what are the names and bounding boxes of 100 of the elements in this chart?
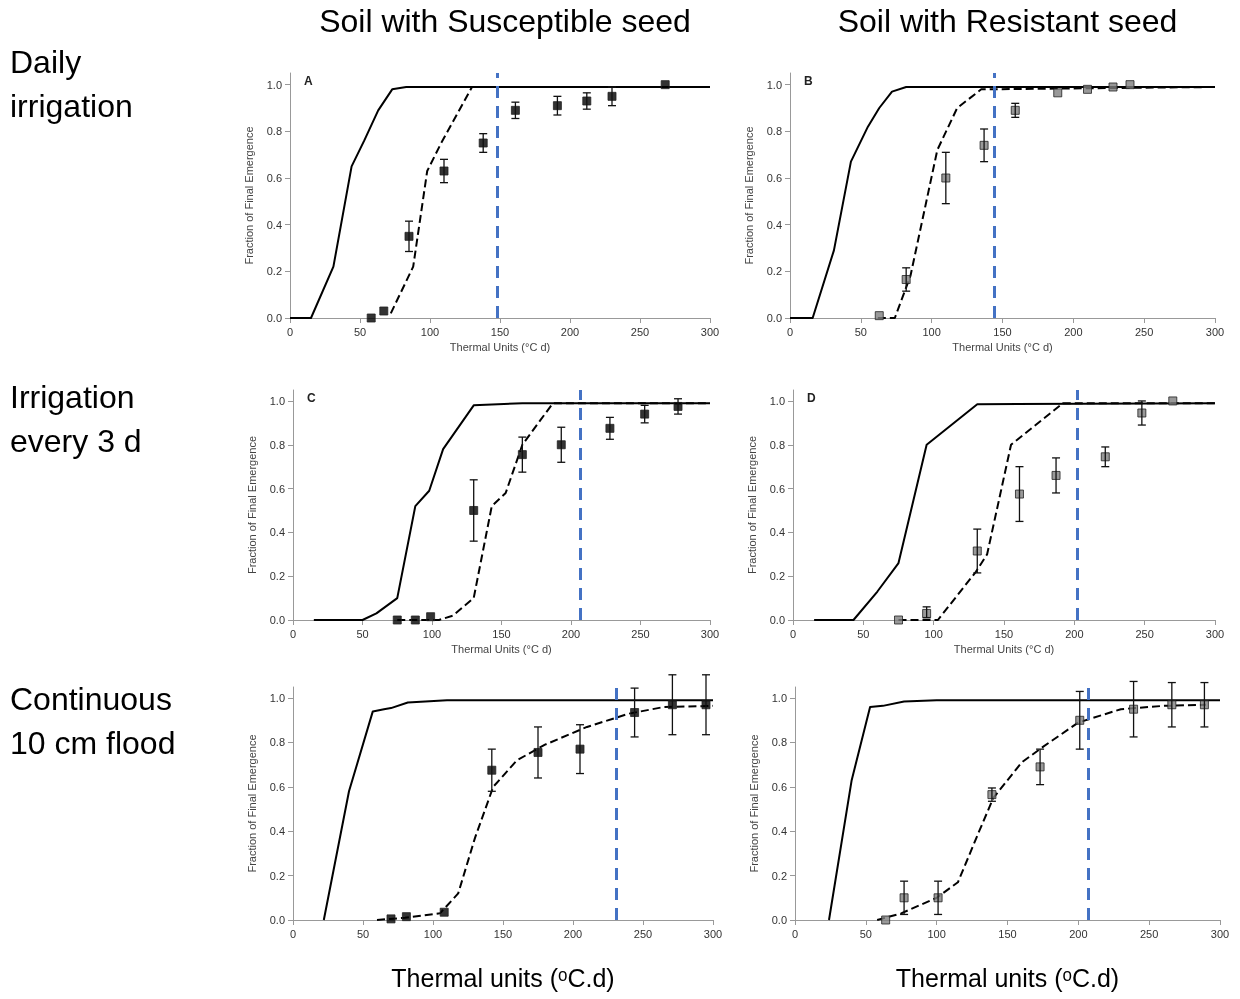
chart-subtitle: A	[304, 74, 313, 88]
chart-title: Soil with Susceptible seed	[319, 3, 691, 39]
chart-title: Soil with Resistant seed	[837, 3, 1178, 39]
y-tick-label: 0.4	[266, 218, 282, 231]
y-axis-title: Fraction of Final Emergence	[245, 435, 258, 575]
x-tick-label: 100	[422, 627, 442, 640]
line-series	[828, 699, 1221, 921]
x-tick-label: 50	[356, 627, 369, 640]
x-tick-label: 150	[493, 927, 513, 940]
x-tick-label: 300	[700, 627, 720, 640]
x-tick-label: 0	[791, 927, 799, 940]
y-tick-label: 1.0	[771, 692, 787, 705]
y-tick-label: 0.2	[769, 570, 785, 583]
point	[386, 914, 396, 924]
x-tick-label: 50	[356, 927, 370, 940]
x-tick-label: 100	[423, 927, 443, 940]
y-tick-label: 0.6	[269, 482, 285, 495]
point	[401, 912, 411, 922]
y-tick-label: 0.8	[766, 125, 782, 138]
text: Daily irrigation	[10, 44, 133, 124]
y-tick-label: 0.8	[769, 438, 785, 451]
point	[881, 915, 891, 925]
y-tick-label: 0.4	[769, 526, 785, 539]
point	[660, 80, 670, 90]
x-tick-label: 150	[490, 325, 510, 338]
point	[379, 306, 389, 316]
y-tick-label: 0.4	[766, 218, 782, 231]
x-tick-label: 300	[1205, 325, 1225, 338]
x-tick-label: 0	[289, 927, 297, 940]
y-tick-label: 0.2	[269, 869, 285, 882]
x-axis-title: Thermal Units (°C d)	[952, 341, 1053, 354]
x-tick-label: 200	[1069, 927, 1088, 940]
point	[1053, 88, 1063, 98]
text: Irrigation every 3 d	[10, 379, 144, 459]
point	[392, 615, 402, 625]
point	[1168, 396, 1178, 406]
y-tick-label: 0.8	[269, 438, 285, 451]
y-tick-label: 0.0	[771, 914, 787, 926]
point	[894, 615, 903, 625]
y-axis-title: Fraction of Final Emergence	[745, 435, 758, 575]
x-tick-label: 150	[998, 927, 1017, 940]
x-tick-label: 0	[789, 627, 797, 640]
x-tick-label: 150	[492, 627, 511, 640]
x-tick-label: 50	[859, 927, 872, 940]
x-tick-label: 100	[420, 325, 440, 338]
x-tick-label: 250	[1134, 325, 1154, 338]
y-tick-label: 1.0	[769, 394, 785, 407]
y-tick-label: 0.0	[269, 614, 285, 626]
point	[426, 612, 436, 622]
x-tick-label: 0	[289, 627, 297, 640]
y-axis-title: Fraction of Final Emergence	[245, 734, 258, 873]
y-axis-title: Fraction of Final Emergence	[747, 734, 760, 873]
y-tick-label: 0.6	[771, 780, 787, 793]
x-axis-title: Thermal units (ᵒC.d)	[391, 963, 615, 992]
y-tick-label: 0.0	[266, 312, 282, 324]
y-tick-label: 0.2	[269, 570, 285, 583]
x-tick-label: 300	[703, 927, 723, 940]
x-tick-label: 0	[786, 325, 794, 338]
x-tick-label: 250	[633, 927, 653, 940]
y-tick-label: 0.6	[266, 172, 282, 184]
x-tick-label: 300	[1205, 627, 1225, 640]
point	[1108, 82, 1118, 92]
x-tick-label: 300	[1210, 927, 1230, 940]
x-tick-label: 100	[922, 325, 941, 338]
point	[410, 615, 420, 625]
chart-subtitle: B	[804, 74, 813, 88]
point	[874, 311, 884, 321]
y-tick-label: 0.2	[766, 265, 782, 278]
y-axis-title: Fraction of Final Emergence	[742, 126, 755, 265]
x-axis-title: Thermal Units (°C d)	[451, 643, 552, 656]
y-tick-label: 0.8	[771, 736, 787, 749]
x-tick-label: 150	[994, 627, 1014, 640]
x-axis-title: Thermal Units (°C d)	[449, 341, 551, 354]
x-tick-label: 200	[563, 927, 583, 940]
y-tick-label: 1.0	[269, 692, 285, 705]
x-tick-label: 50	[854, 325, 867, 338]
y-tick-label: 0.0	[269, 914, 285, 926]
y-tick-label: 0.4	[771, 825, 787, 838]
x-tick-label: 100	[927, 927, 946, 940]
y-tick-label: 0.8	[269, 736, 285, 749]
x-axis-title: Thermal Units (°C d)	[953, 643, 1055, 656]
line-series	[322, 699, 714, 921]
x-tick-label: 250	[631, 627, 650, 640]
y-tick-label: 0.4	[269, 526, 285, 539]
y-tick-label: 0.6	[769, 482, 785, 495]
x-tick-label: 250	[1139, 927, 1159, 940]
text: Continuous 10 cm flood	[10, 681, 181, 761]
x-tick-label: 200	[561, 627, 581, 640]
x-tick-label: 150	[993, 325, 1012, 338]
x-tick-label: 50	[353, 325, 367, 338]
x-tick-label: 200	[1065, 627, 1084, 640]
x-tick-label: 200	[1064, 325, 1083, 338]
y-tick-label: 1.0	[269, 394, 285, 407]
y-tick-label: 1.0	[766, 78, 782, 91]
x-tick-label: 200	[560, 325, 580, 338]
y-tick-label: 0.6	[269, 780, 285, 793]
x-tick-label: 50	[857, 627, 870, 640]
chart-subtitle: D	[807, 391, 816, 405]
x-tick-label: 300	[700, 325, 720, 338]
x-tick-label: 250	[1135, 627, 1154, 640]
